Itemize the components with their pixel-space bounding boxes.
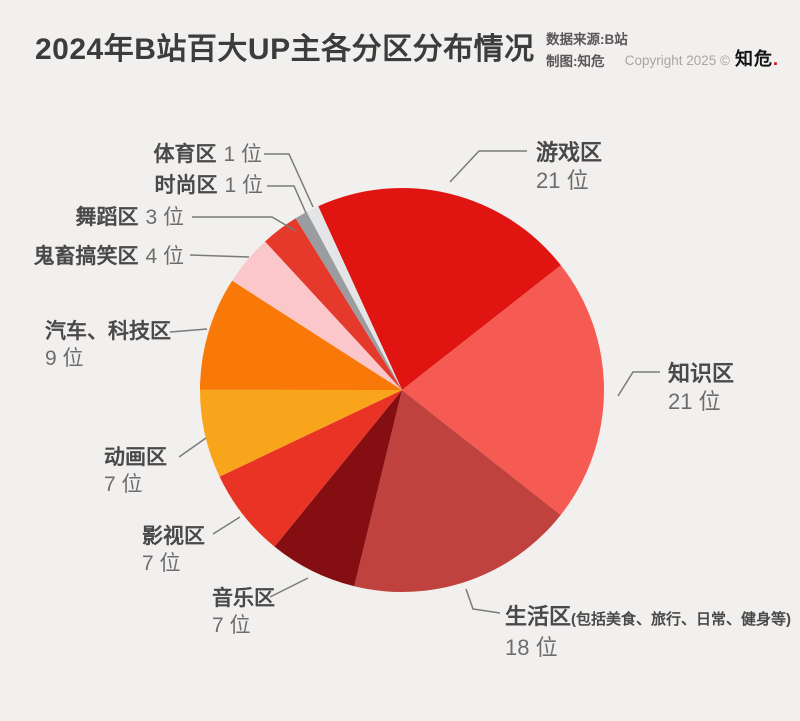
callout-music-name: 音乐区 — [212, 587, 275, 610]
callout-knowledge-count: 21 位 — [668, 389, 721, 414]
pie-slice-knowledge — [402, 265, 604, 515]
callout-knowledge-name: 知识区 — [668, 361, 735, 386]
callout-music: 音乐区 7 位 — [212, 585, 275, 639]
brand-logo-dot: . — [772, 49, 778, 69]
pie-slice-fashion — [295, 211, 402, 390]
callout-lifestyle-paren: (包括美食、旅行、日常、健身等) — [571, 611, 792, 628]
callout-auto-tech-name: 汽车、科技区 — [45, 320, 171, 343]
leader-line-dance — [192, 216, 297, 232]
page-title: 2024年B站百大UP主各分区分布情况 — [35, 33, 535, 66]
callout-lifestyle: 生活区(包括美食、旅行、日常、健身等) 18 位 — [505, 603, 791, 662]
pie-slice-dance — [265, 218, 402, 390]
leader-line-music — [269, 577, 309, 598]
callout-gaming-count: 21 位 — [536, 168, 589, 193]
callout-auto-tech: 汽车、科技区 9 位 — [45, 318, 171, 372]
callout-guichu-name: 鬼畜搞笑区 — [33, 245, 139, 268]
leader-line-film — [212, 516, 241, 535]
callout-fashion-name: 时尚区 — [154, 174, 218, 197]
callout-gaming: 游戏区 21 位 — [536, 139, 602, 195]
pie-slice-film — [219, 390, 402, 547]
callout-sports-name: 体育区 — [153, 143, 217, 166]
leader-lines — [169, 150, 660, 614]
callout-knowledge: 知识区 21 位 — [668, 360, 734, 416]
callout-fashion-count: 1 位 — [224, 174, 263, 197]
pie-slice-animation — [199, 389, 402, 477]
callout-lifestyle-name: 生活区 — [505, 604, 572, 629]
callout-dance-count: 3 位 — [145, 206, 184, 229]
leader-line-knowledge — [617, 371, 660, 397]
callout-sports: 体育区 1 位 — [153, 141, 262, 168]
copyright-text: Copyright 2025 © — [624, 53, 730, 68]
callout-music-count: 7 位 — [212, 614, 251, 637]
callout-fashion: 时尚区 1 位 — [154, 172, 263, 199]
callout-film-count: 7 位 — [142, 552, 181, 575]
brand-logo: 知危 — [734, 49, 773, 69]
callout-lifestyle-title-line: 生活区(包括美食、旅行、日常、健身等) — [505, 603, 791, 634]
leader-line-auto-tech — [169, 328, 208, 333]
leader-line-fashion — [267, 185, 307, 214]
pie-slice-sports — [306, 206, 402, 390]
leader-line-guichu — [189, 254, 250, 258]
data-source-line: 数据来源:B站 — [546, 32, 628, 47]
callout-film: 影视区 7 位 — [142, 523, 205, 577]
leader-line-sports — [264, 153, 314, 208]
chart-credit-line: 制图:知危 — [546, 54, 605, 69]
callout-dance: 舞蹈区 3 位 — [75, 204, 184, 231]
callout-auto-tech-count: 9 位 — [45, 347, 84, 370]
leader-line-gaming — [449, 150, 527, 183]
callout-gaming-name: 游戏区 — [536, 140, 603, 165]
callout-guichu: 鬼畜搞笑区 4 位 — [33, 243, 184, 270]
pie-slice-gaming — [318, 188, 561, 390]
pie-slice-lifestyle — [354, 390, 561, 593]
callout-animation: 动画区 7 位 — [104, 444, 167, 498]
callout-animation-count: 7 位 — [104, 473, 143, 496]
pie-slice-guichu — [232, 241, 402, 390]
pie-slice-auto-tech — [200, 280, 402, 390]
callout-dance-name: 舞蹈区 — [75, 206, 139, 229]
leader-line-lifestyle — [465, 588, 501, 614]
callout-guichu-count: 4 位 — [145, 245, 184, 268]
copyright-notice: Copyright 2025 © 知危 . — [625, 45, 778, 71]
callout-lifestyle-count: 18 位 — [505, 635, 558, 660]
pie-slice-music — [274, 390, 402, 587]
callout-animation-name: 动画区 — [104, 446, 167, 469]
callout-sports-count: 1 位 — [223, 143, 262, 166]
pie-slices — [199, 188, 604, 593]
leader-line-animation — [178, 437, 207, 458]
callout-film-name: 影视区 — [142, 525, 205, 548]
